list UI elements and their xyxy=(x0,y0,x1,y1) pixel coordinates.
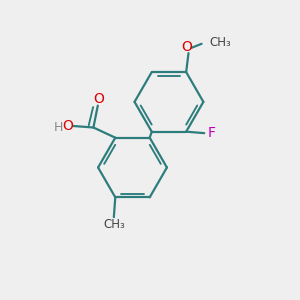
Text: CH₃: CH₃ xyxy=(103,218,125,231)
Text: O: O xyxy=(93,92,104,106)
Text: CH₃: CH₃ xyxy=(210,36,232,50)
Text: F: F xyxy=(207,126,215,140)
Text: O: O xyxy=(182,40,193,54)
Text: H: H xyxy=(53,121,63,134)
Text: O: O xyxy=(62,119,73,133)
